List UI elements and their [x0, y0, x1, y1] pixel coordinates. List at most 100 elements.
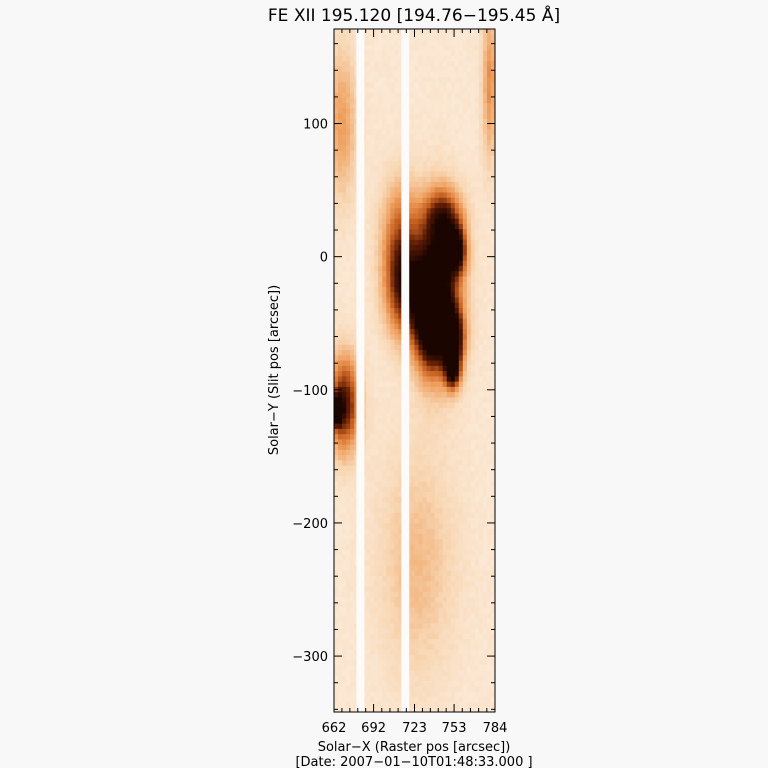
heatmap-cell	[462, 428, 468, 435]
heatmap-cell	[426, 317, 432, 324]
heatmap-cell	[466, 396, 472, 403]
heatmap-cell	[346, 176, 351, 182]
heatmap-cell	[386, 554, 391, 561]
heatmap-cell	[462, 71, 468, 77]
heatmap-cell	[366, 165, 371, 172]
heatmap-cell	[414, 134, 420, 140]
heatmap-cell	[414, 381, 420, 387]
heatmap-cell	[342, 349, 347, 356]
heatmap-cell	[414, 559, 420, 566]
heatmap-cell	[426, 186, 432, 193]
heatmap-cell	[362, 291, 367, 298]
heatmap-cell	[426, 107, 432, 114]
heatmap-cell	[450, 323, 456, 330]
heatmap-cell	[378, 575, 383, 582]
heatmap-cell	[350, 470, 355, 477]
heatmap-cell	[490, 454, 495, 461]
heatmap-cell	[366, 517, 371, 524]
heatmap-cell	[362, 359, 367, 366]
heatmap-cell	[490, 260, 495, 267]
heatmap-cell	[470, 354, 476, 361]
heatmap-cell	[418, 197, 424, 203]
heatmap-cell	[374, 76, 379, 83]
heatmap-cell	[446, 207, 452, 214]
heatmap-cell	[386, 249, 391, 256]
heatmap-cell	[386, 381, 391, 387]
heatmap-cell	[490, 60, 495, 67]
heatmap-cell	[430, 181, 436, 188]
heatmap-cell	[430, 428, 436, 435]
heatmap-cell	[346, 375, 351, 382]
heatmap-cell	[386, 512, 391, 519]
heatmap-cell	[450, 428, 456, 435]
heatmap-cell	[350, 564, 355, 571]
heatmap-cell	[470, 244, 476, 251]
heatmap-cell	[346, 680, 351, 687]
heatmap-cell	[350, 65, 355, 72]
heatmap-cell	[442, 349, 448, 356]
heatmap-cell	[478, 302, 484, 309]
heatmap-cell	[422, 197, 428, 203]
heatmap-cell	[334, 512, 339, 519]
heatmap-cell	[462, 244, 468, 251]
heatmap-cell	[438, 207, 444, 214]
heatmap-cell	[478, 113, 484, 119]
heatmap-cell	[478, 181, 484, 188]
heatmap-cell	[442, 81, 448, 88]
heatmap-cell	[362, 307, 367, 314]
heatmap-cell	[386, 317, 391, 324]
heatmap-cell	[438, 554, 444, 561]
heatmap-cell	[478, 423, 484, 429]
heatmap-cell	[422, 97, 428, 104]
heatmap-cell	[458, 633, 464, 640]
heatmap-cell	[474, 254, 480, 261]
heatmap-cell	[470, 359, 476, 366]
heatmap-cell	[474, 186, 480, 193]
heatmap-cell	[374, 333, 379, 340]
heatmap-cell	[350, 254, 355, 261]
heatmap-cell	[374, 554, 379, 561]
heatmap-cell	[474, 76, 480, 83]
heatmap-cell	[350, 212, 355, 219]
heatmap-cell	[458, 554, 464, 561]
heatmap-cell	[410, 386, 416, 393]
heatmap-cell	[374, 265, 379, 272]
heatmap-cell	[414, 512, 420, 519]
heatmap-cell	[398, 123, 404, 130]
heatmap-cell	[370, 359, 375, 366]
heatmap-cell	[442, 643, 448, 650]
heatmap-cell	[422, 286, 428, 293]
heatmap-cell	[426, 564, 432, 571]
heatmap-cell	[398, 507, 404, 513]
heatmap-cell	[386, 323, 391, 330]
heatmap-cell	[478, 402, 484, 408]
heatmap-cell	[342, 312, 347, 319]
heatmap-cell	[462, 60, 468, 67]
heatmap-cell	[482, 475, 488, 482]
heatmap-cell	[442, 281, 448, 288]
heatmap-cell	[370, 512, 375, 519]
heatmap-cell	[362, 690, 367, 697]
heatmap-cell	[378, 307, 383, 314]
heatmap-cell	[334, 680, 339, 687]
heatmap-cell	[378, 696, 383, 703]
heatmap-cell	[394, 522, 399, 529]
heatmap-cell	[470, 396, 476, 403]
heatmap-cell	[382, 291, 387, 298]
heatmap-cell	[474, 170, 480, 177]
heatmap-cell	[382, 176, 387, 182]
heatmap-cell	[398, 606, 404, 613]
heatmap-cell	[338, 675, 343, 682]
heatmap-cell	[422, 564, 428, 571]
heatmap-cell	[346, 538, 351, 545]
heatmap-cell	[378, 449, 383, 456]
heatmap-cell	[394, 381, 399, 387]
heatmap-cell	[346, 60, 351, 67]
heatmap-cell	[454, 643, 460, 650]
heatmap-cell	[486, 591, 492, 598]
heatmap-cell	[398, 549, 404, 555]
heatmap-cell	[490, 381, 495, 387]
heatmap-cell	[382, 386, 387, 393]
heatmap-cell	[446, 296, 452, 303]
heatmap-cell	[442, 113, 448, 119]
